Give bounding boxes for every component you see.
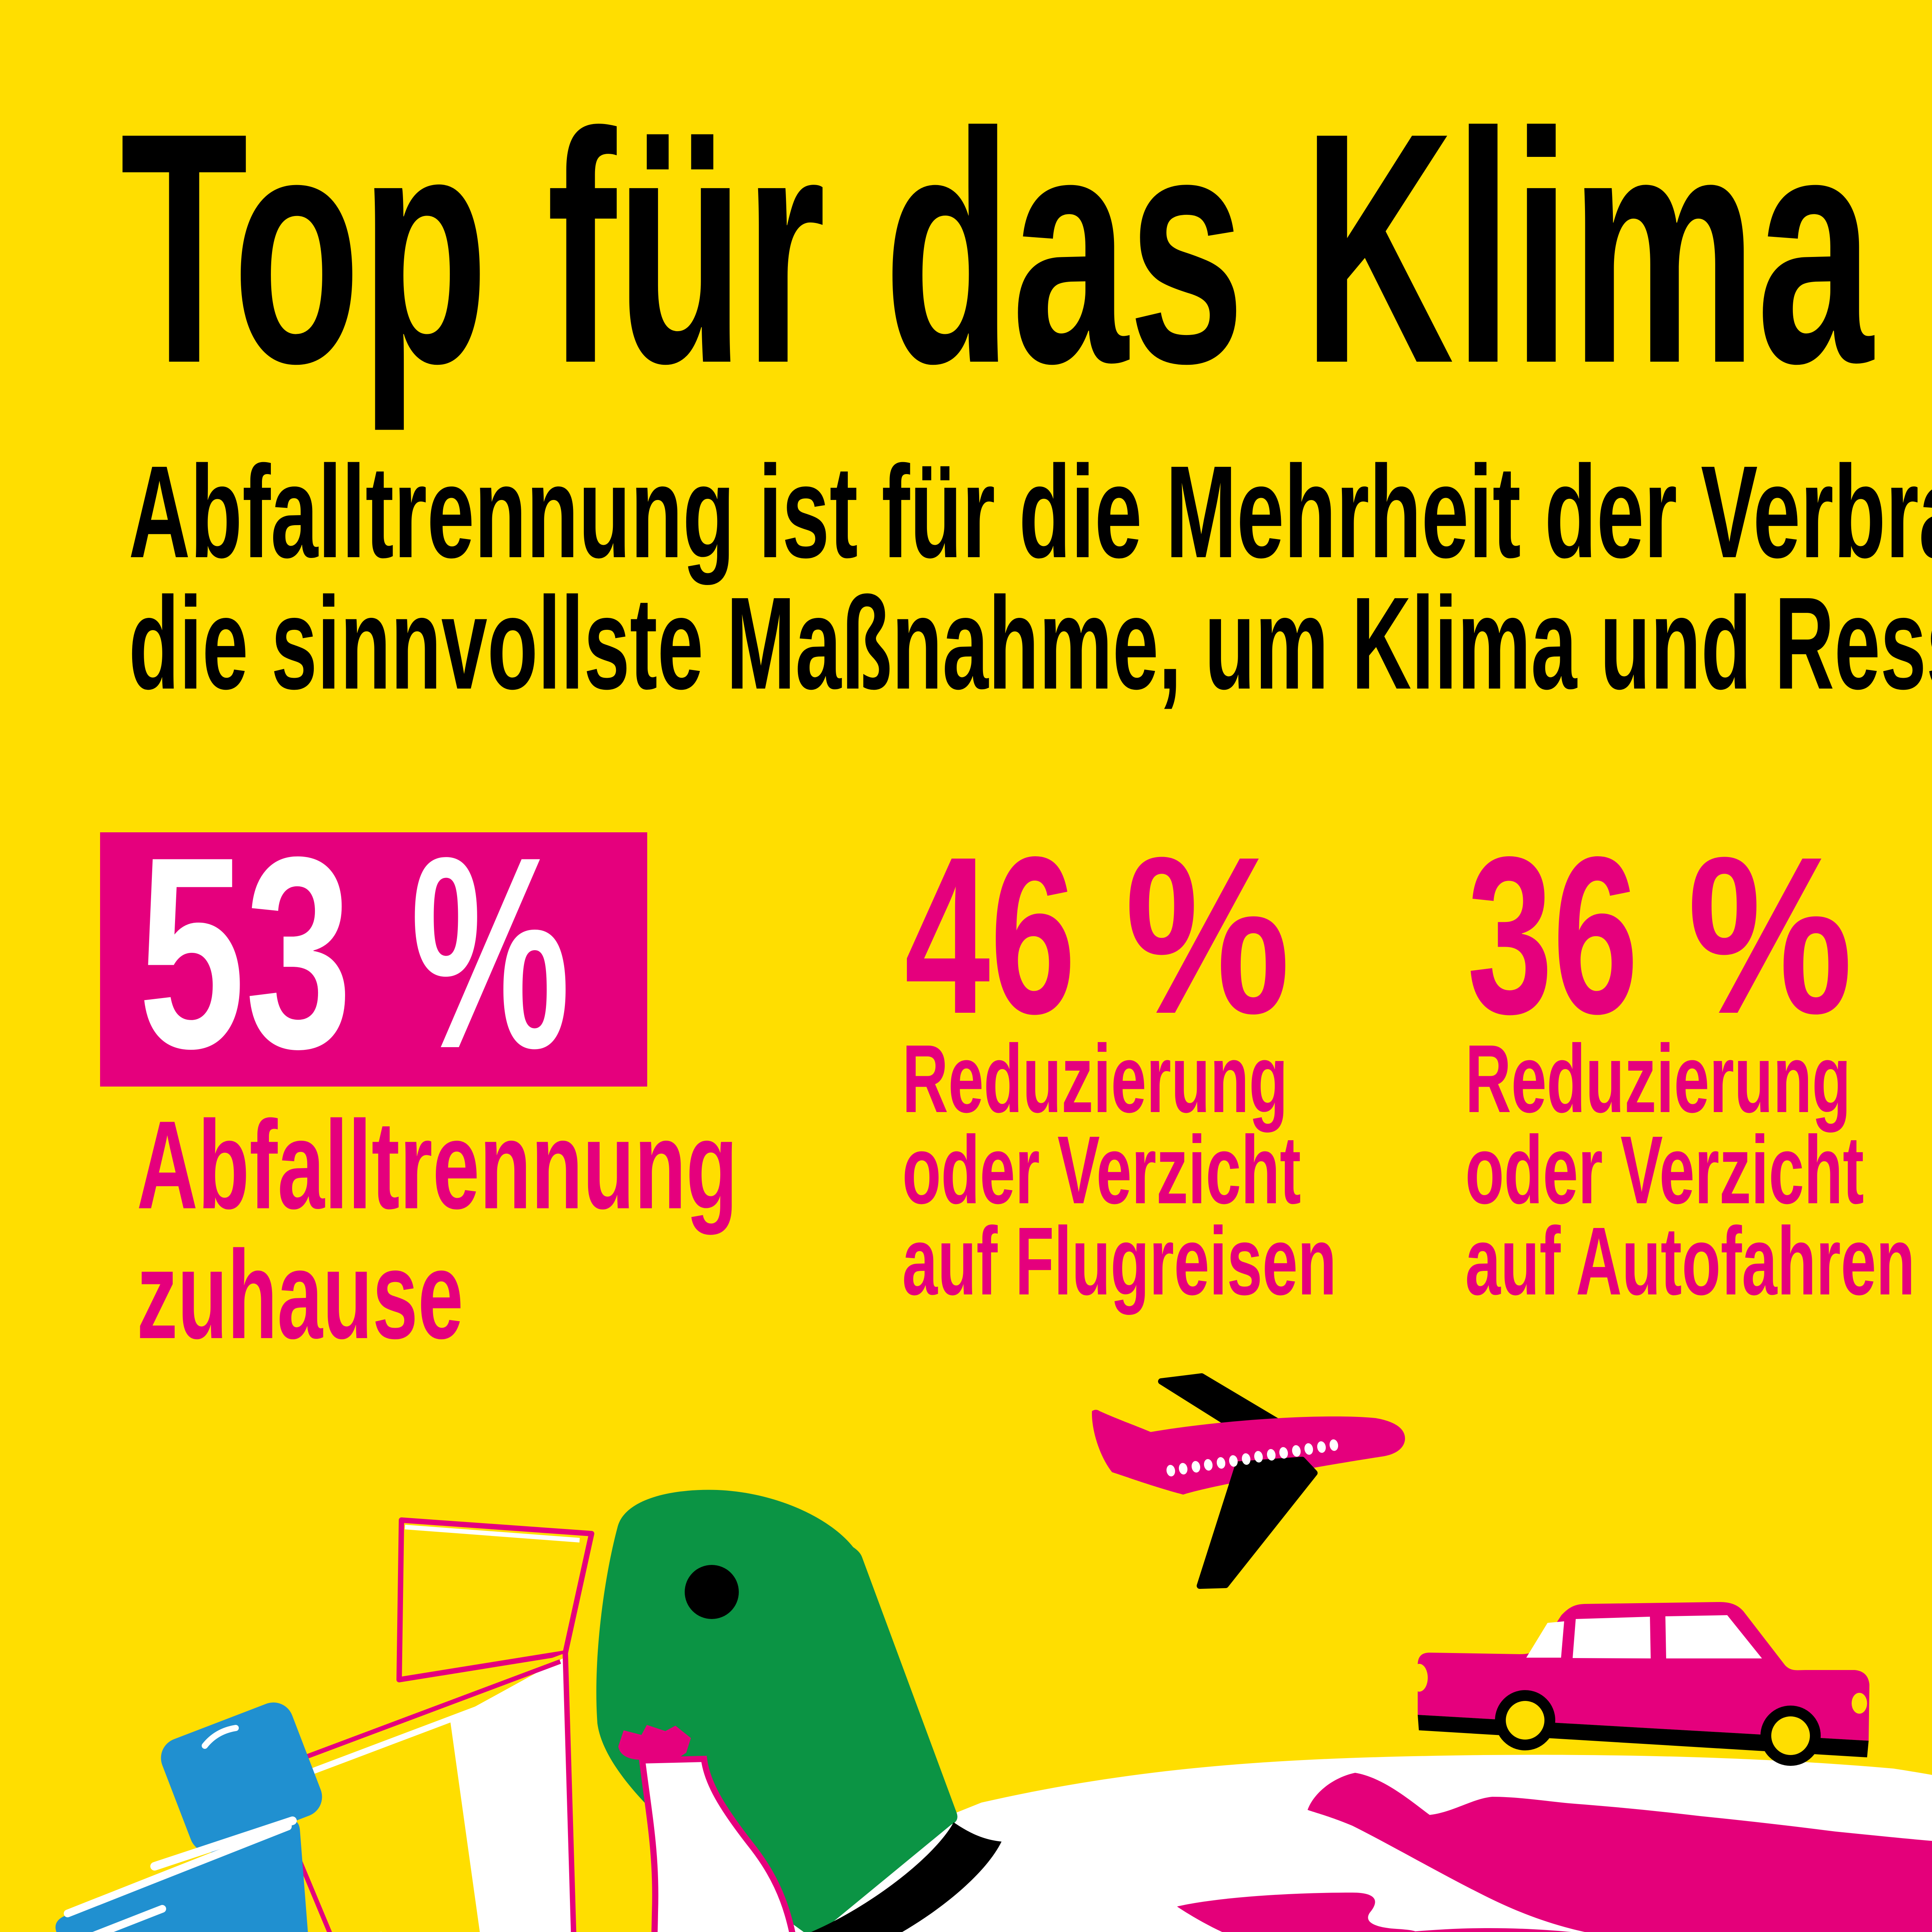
svg-text:Abfalltrennung: Abfalltrennung	[137, 1094, 738, 1236]
svg-text:Abfalltrennung ist für die Meh: Abfalltrennung ist für die Mehrheit der …	[129, 439, 1932, 586]
svg-text:46: 46	[905, 811, 1076, 1061]
svg-text:Reduzierung: Reduzierung	[1465, 1024, 1851, 1133]
svg-text:%: %	[410, 800, 570, 1105]
svg-text:53: 53	[138, 800, 352, 1105]
svg-text:Reduzierung: Reduzierung	[902, 1024, 1288, 1133]
svg-text:%: %	[1687, 810, 1853, 1060]
svg-text:oder Verzicht: oder Verzicht	[1465, 1116, 1864, 1224]
svg-text:oder Verzicht: oder Verzicht	[902, 1116, 1301, 1224]
svg-text:%: %	[1125, 810, 1290, 1060]
svg-text:36: 36	[1467, 811, 1638, 1061]
svg-text:die sinnvollste Maßnahme, um K: die sinnvollste Maßnahme, um Klima und R…	[129, 570, 1932, 717]
svg-text:zuhause: zuhause	[137, 1225, 463, 1365]
svg-text:auf Autofahren: auf Autofahren	[1465, 1207, 1915, 1315]
svg-text:auf Flugreisen: auf Flugreisen	[902, 1207, 1337, 1315]
svg-text:Top für das Klima: Top für das Klima	[120, 65, 1874, 434]
